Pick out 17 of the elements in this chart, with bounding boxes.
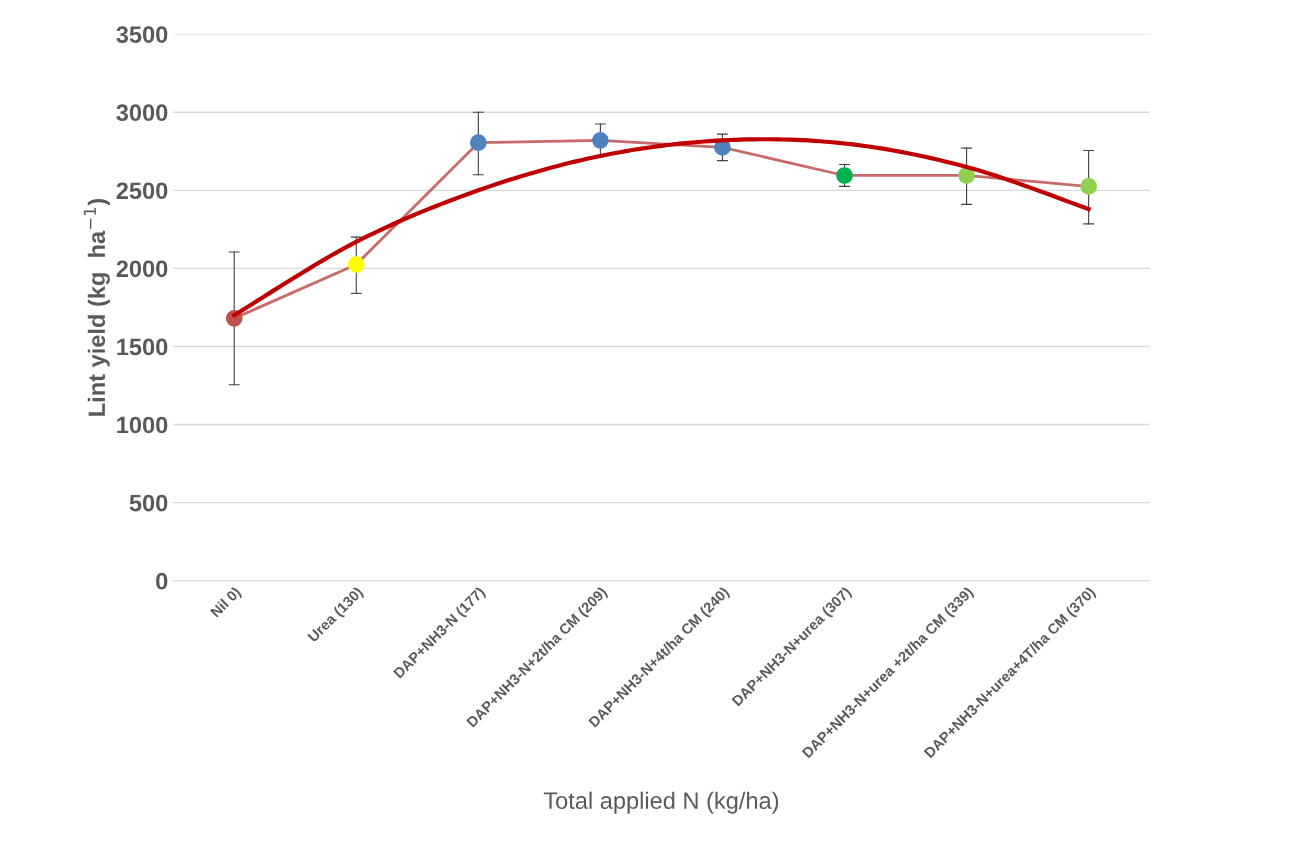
- y-tick-label: 2500: [116, 182, 168, 200]
- y-tick-label: 0: [156, 572, 168, 590]
- point: [469, 134, 487, 152]
- x-tick-label: Nil 0): [209, 586, 244, 620]
- y-tick-label: 500: [129, 494, 168, 512]
- point: [958, 167, 975, 184]
- y-axis-title: Lint yield (kg ha$^{−1}$): [83, 199, 110, 416]
- x-axis-title: Total applied N (kg/ha): [543, 791, 779, 814]
- point: [347, 256, 365, 273]
- y-tick-label: 2000: [116, 260, 168, 278]
- point: [1080, 178, 1097, 195]
- y-tick-label: 1500: [117, 338, 168, 356]
- y-tick-label: 3000: [116, 104, 168, 122]
- y-tick-label: 3500: [116, 26, 168, 43]
- point: [592, 132, 609, 149]
- point: [836, 167, 853, 184]
- y-tick-label: 1000: [117, 416, 168, 434]
